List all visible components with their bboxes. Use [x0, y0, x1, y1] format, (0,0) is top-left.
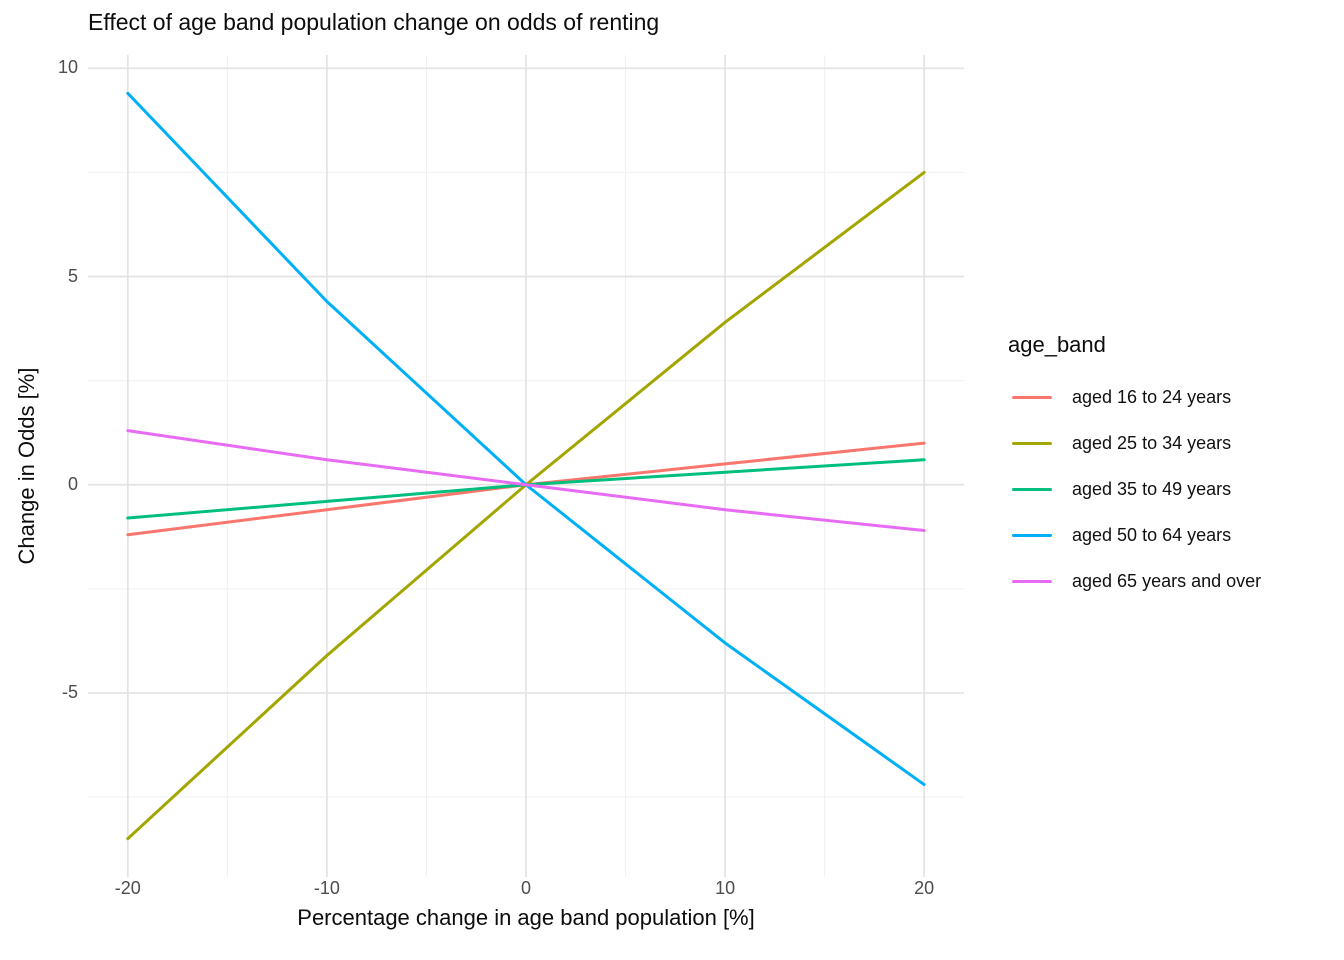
- legend-item-label: aged 16 to 24 years: [1072, 386, 1232, 407]
- legend-key-line: [1012, 441, 1052, 445]
- legend-item: aged 35 to 49 years: [1002, 466, 1332, 512]
- y-tick-label: -5: [61, 681, 78, 702]
- x-tick-label: 20: [914, 878, 935, 898]
- legend-key-line: [1012, 533, 1052, 537]
- x-tick-label: -10: [313, 878, 340, 898]
- legend-item-label: aged 25 to 34 years: [1072, 432, 1232, 453]
- legend-item: aged 50 to 64 years: [1002, 512, 1332, 558]
- legend-key-line: [1012, 487, 1052, 491]
- y-axis-title: Change in Odds [%]: [14, 367, 39, 565]
- legend-item: aged 25 to 34 years: [1002, 420, 1332, 466]
- x-tick-label: -20: [114, 878, 141, 898]
- legend-item: aged 16 to 24 years: [1002, 374, 1332, 420]
- legend-key-line: [1012, 395, 1052, 399]
- legend-item-label: aged 65 years and over: [1072, 570, 1262, 591]
- legend-item: aged 65 years and over: [1002, 558, 1332, 604]
- chart-title: Effect of age band population change on …: [88, 9, 660, 35]
- series-line-aged-65-years-and-over: [126, 429, 926, 533]
- legend-title: age_band: [1008, 332, 1106, 357]
- x-tick-label: 0: [520, 878, 532, 898]
- y-tick-label: 10: [57, 57, 78, 78]
- x-axis-title: Percentage change in age band population…: [297, 905, 755, 930]
- legend: age_band aged 16 to 24 years aged 25 to 3…: [1002, 330, 1332, 604]
- legend-items: aged 16 to 24 years aged 25 to 34 years ag…: [1002, 374, 1332, 604]
- y-tick-label: 5: [67, 265, 78, 286]
- x-tick-label: 10: [715, 878, 736, 898]
- y-tick-label: 0: [67, 473, 78, 494]
- legend-key-line: [1012, 579, 1052, 583]
- legend-item-label: aged 35 to 49 years: [1072, 478, 1232, 499]
- legend-item-label: aged 50 to 64 years: [1072, 524, 1232, 545]
